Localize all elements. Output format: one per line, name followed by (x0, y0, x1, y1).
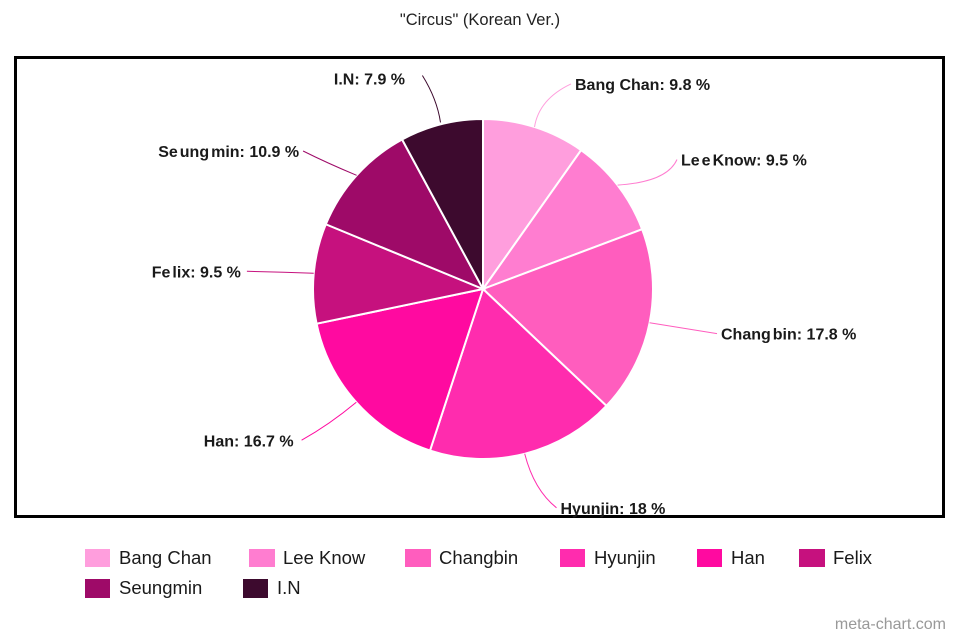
svg-text:Han: Han (731, 547, 765, 568)
svg-text:Seungmin: 10.9 %: Se ung min: 10.9 % (158, 144, 299, 161)
svg-text:Bang Chan: 9.8 %: Bang Chan: 9.8 % (575, 77, 710, 94)
svg-text:Lee Know: Lee Know (283, 547, 366, 568)
svg-text:Changbin: 17.8 %: Chang bin: 17.8 % (721, 327, 856, 344)
svg-text:I.N: 7.9 %: I.N: 7.9 % (334, 72, 405, 89)
svg-text:Bang Chan: Bang Chan (119, 547, 212, 568)
svg-text:Seungmin: Seungmin (119, 577, 202, 598)
svg-text:Han: 16.7 %: Han: 16.7 % (204, 433, 294, 450)
svg-text:Felix: Felix (833, 547, 873, 568)
svg-text:I.N: I.N (277, 577, 301, 598)
svg-text:Hyunjin: 18 %: Hyunjin: 18 % (561, 501, 666, 518)
svg-text:Hyunjin: Hyunjin (594, 547, 656, 568)
svg-text:Changbin: Changbin (439, 547, 518, 568)
svg-text:Felix: 9.5 %: Fe lix: 9.5 % (152, 264, 241, 281)
